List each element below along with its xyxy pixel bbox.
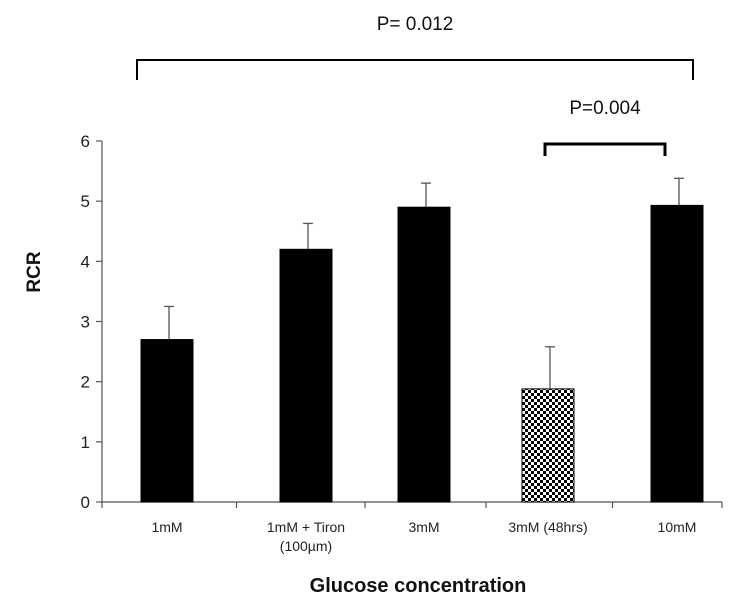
x-tick-label: 1mM + Tiron (100µm)	[267, 519, 345, 554]
y-tick-label: 0	[81, 493, 90, 512]
significance-bracket	[136, 59, 694, 80]
bar	[650, 204, 704, 503]
y-tick-label: 6	[81, 132, 90, 151]
bar	[521, 388, 575, 503]
bar	[140, 339, 194, 503]
y-tick-label: 3	[81, 313, 90, 332]
chart-error-bars	[164, 177, 684, 389]
p-value-label: P=0.004	[569, 98, 641, 119]
x-tick-label: 10mM	[658, 519, 697, 535]
bar	[279, 248, 333, 503]
x-axis-label: Glucose concentration	[310, 575, 527, 597]
x-tick-label: 3mM	[408, 519, 439, 535]
y-tick-label: 1	[81, 433, 90, 452]
p-value-label: P= 0.012	[377, 14, 454, 35]
y-tick-label: 2	[81, 373, 90, 392]
y-tick-label: 5	[81, 192, 90, 211]
y-axis-label: RCR	[24, 251, 45, 292]
chart-annotations: P= 0.012 P=0.004	[136, 14, 694, 156]
x-tick-label: 1mM	[151, 519, 182, 535]
x-tick-label: 3mM (48hrs)	[508, 519, 587, 535]
bar	[397, 206, 451, 503]
significance-bracket	[543, 142, 667, 156]
chart-axes: 0 1 2 3 4 5 6 1mM 1mM + Tiron (100µm) 3mM 3mM (48hr…	[81, 132, 723, 554]
chart-bars	[140, 204, 704, 503]
y-tick-label: 4	[81, 252, 90, 271]
